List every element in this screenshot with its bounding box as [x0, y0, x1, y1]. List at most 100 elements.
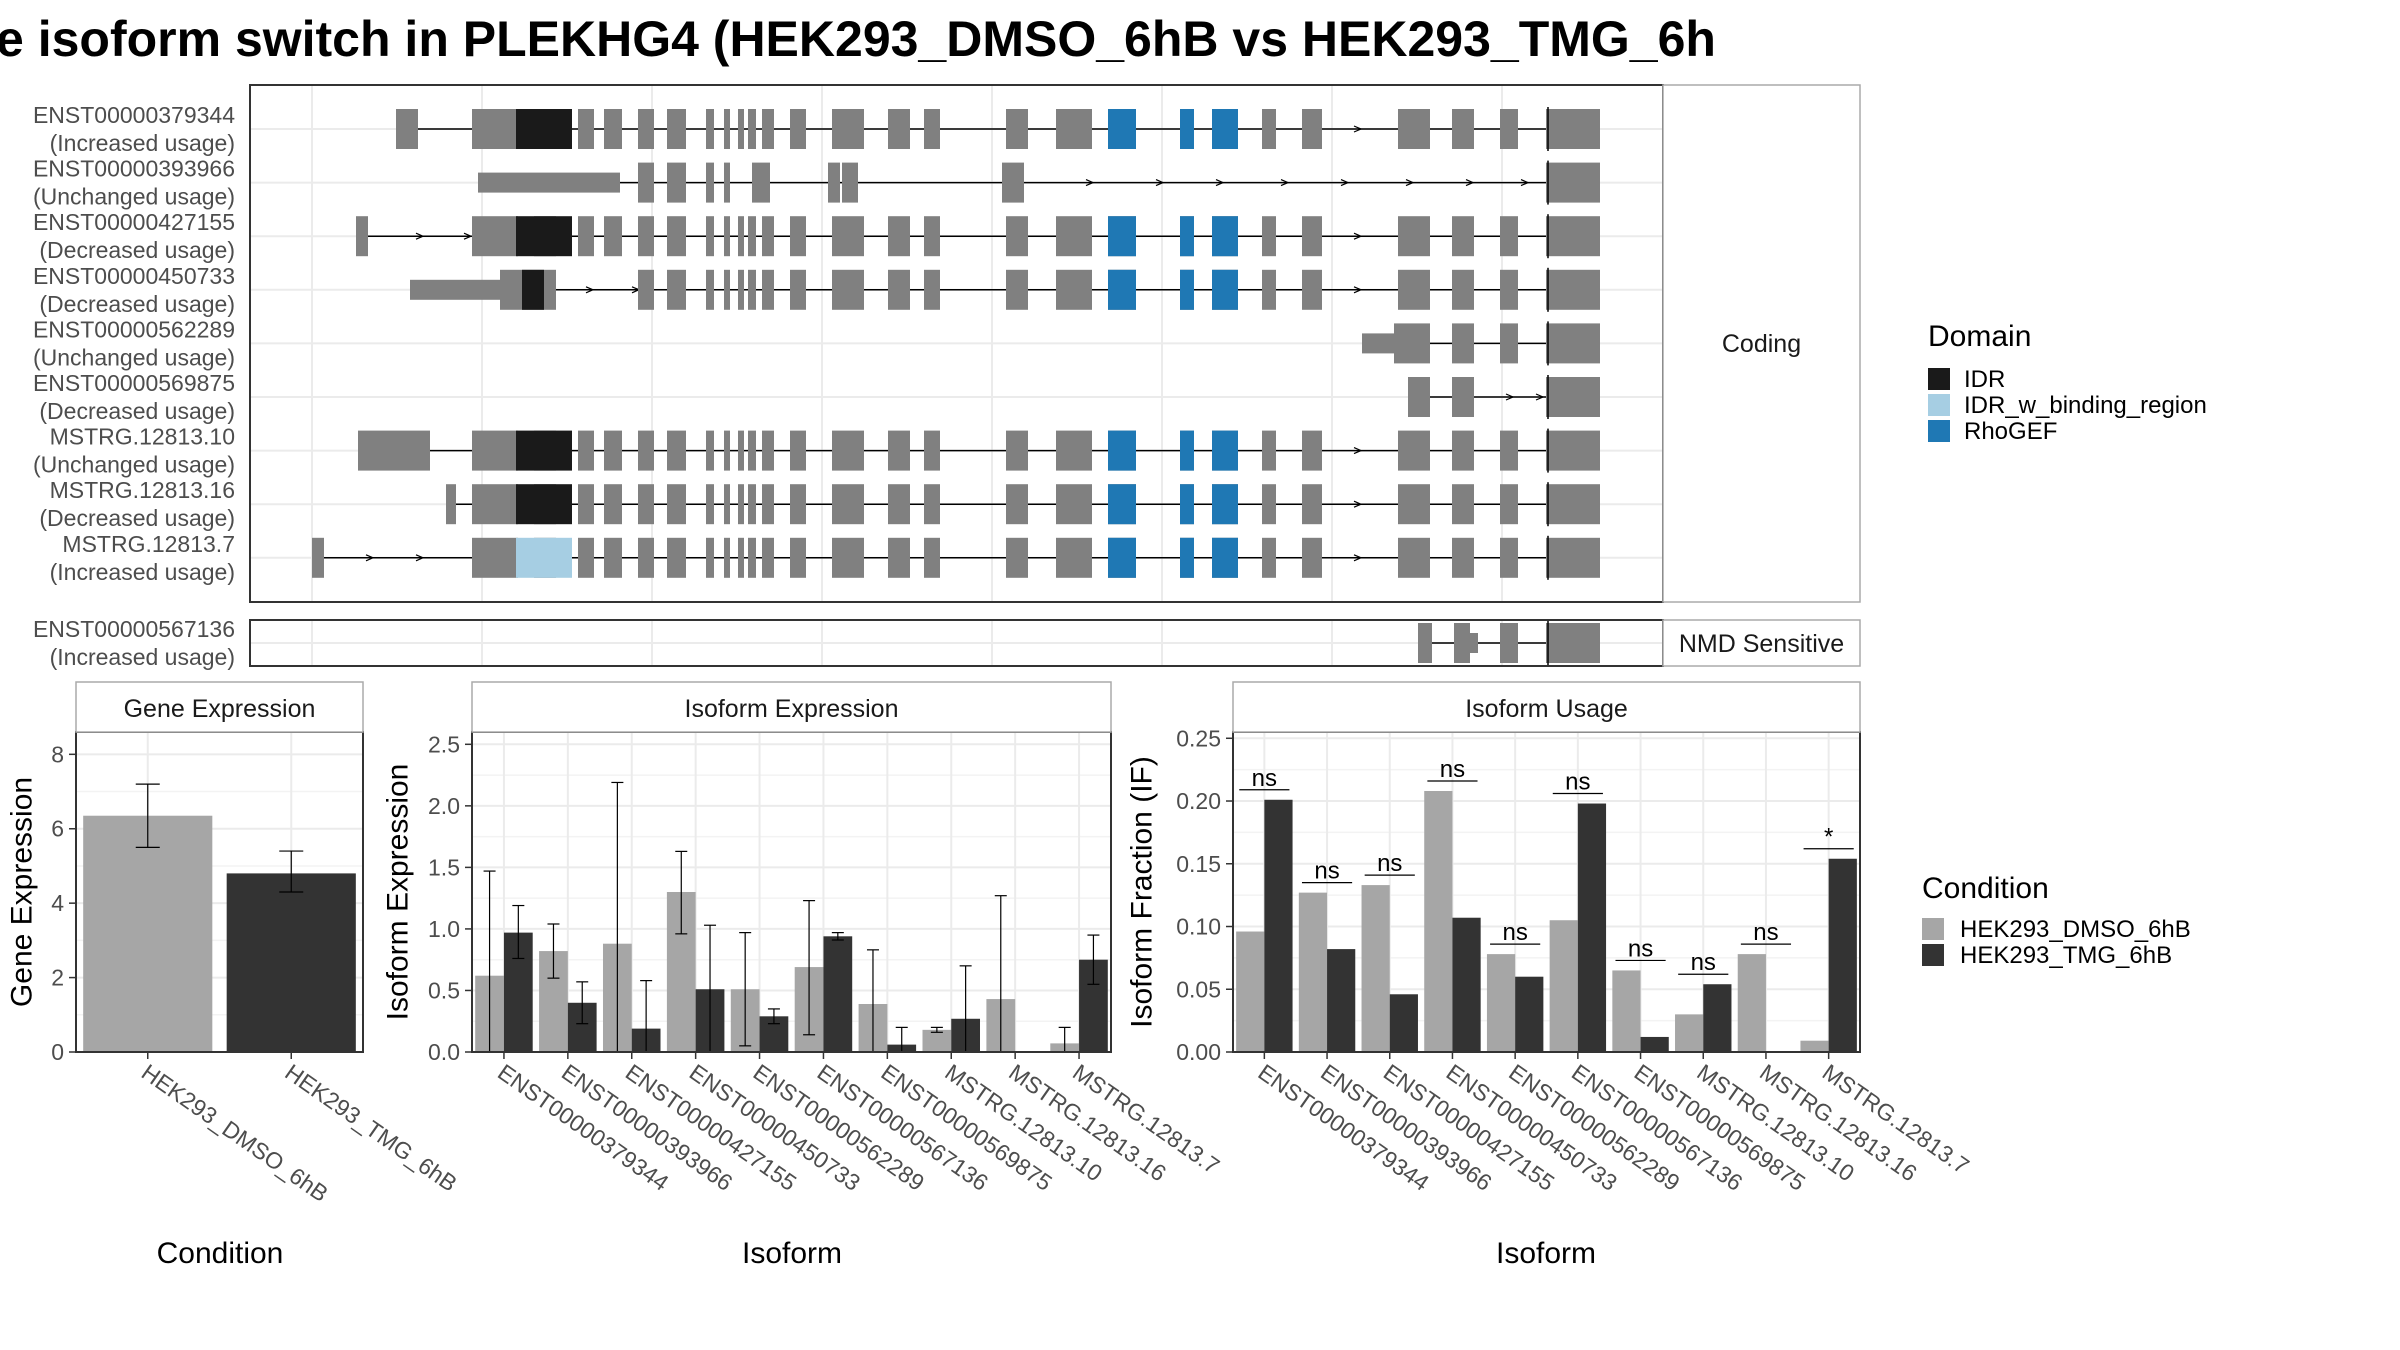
- exon: [667, 162, 686, 203]
- exon: [790, 269, 806, 310]
- exon: [1546, 162, 1600, 203]
- exon: [1500, 109, 1518, 149]
- bar-HEK293_TMG_6hB: [1264, 799, 1293, 1052]
- exon: [472, 109, 500, 149]
- exon: [738, 269, 744, 310]
- exon: [1552, 377, 1600, 417]
- strand-arrow: [1353, 286, 1363, 294]
- transcript-MSTRG.12813.16: [446, 482, 1600, 527]
- exon: [1398, 109, 1430, 149]
- strand-arrow: [415, 554, 425, 562]
- domain-legend-key-IDR: [1928, 368, 1950, 390]
- strand-arrow: [1340, 179, 1350, 187]
- transcript-id-label: ENST00000567136: [33, 616, 235, 642]
- exon: [1262, 269, 1276, 310]
- exon: [410, 279, 500, 300]
- exon: [1302, 430, 1322, 471]
- transcript-id-label: ENST00000427155: [33, 209, 235, 235]
- exon: [832, 537, 864, 578]
- y-tick-label: 8: [51, 741, 64, 767]
- exon: [762, 537, 774, 578]
- domain-RhoGEF: [1212, 537, 1238, 578]
- exon: [762, 269, 774, 310]
- transcript-usage-label: (Unchanged usage): [33, 344, 235, 370]
- exon: [888, 216, 910, 257]
- exon: [1546, 323, 1600, 364]
- exon: [1500, 269, 1518, 310]
- exon: [1302, 484, 1322, 525]
- strand-arrow: [1535, 393, 1545, 401]
- transcript-id-label: ENST00000393966: [33, 156, 235, 182]
- bar-HEK293_TMG_6hB: [1640, 1036, 1669, 1052]
- bar-HEK293_DMSO_6hB: [1298, 892, 1328, 1052]
- exon: [1546, 377, 1552, 417]
- exon: [500, 430, 518, 471]
- exon: [1470, 633, 1478, 653]
- exon: [762, 430, 774, 471]
- y-tick-label: 0.00: [1176, 1039, 1221, 1065]
- exon: [472, 537, 500, 578]
- y-tick-label: 0.20: [1176, 788, 1221, 814]
- exon: [1500, 216, 1518, 257]
- bar-HEK293_DMSO_6hB: [1800, 1040, 1829, 1052]
- x-axis-title: Isoform: [742, 1237, 842, 1270]
- y-tick-label: 0.25: [1176, 725, 1221, 751]
- significance-label: ns: [1502, 919, 1527, 946]
- strand-arrow: [585, 286, 595, 294]
- exon: [924, 430, 940, 471]
- exon: [738, 537, 744, 578]
- bar-HEK293_DMSO_6hB: [1612, 970, 1641, 1052]
- exon: [790, 430, 806, 471]
- bar-HEK293_DMSO_6hB: [1486, 954, 1516, 1052]
- transcript-id-label: ENST00000450733: [33, 263, 235, 289]
- exon: [724, 430, 730, 471]
- facet-label-coding: Coding: [1722, 330, 1801, 358]
- exon: [724, 109, 730, 149]
- exon: [888, 484, 910, 525]
- exon: [638, 430, 654, 471]
- exon: [924, 537, 940, 578]
- strip: [75, 681, 364, 733]
- strand-arrow: [1353, 500, 1363, 508]
- exon: [1500, 623, 1518, 663]
- exon: [1500, 484, 1518, 525]
- bar-HEK293_DMSO_6hB: [1361, 885, 1390, 1052]
- exon: [604, 537, 622, 578]
- transcript-usage-label: (Increased usage): [50, 130, 235, 156]
- significance-label: ns: [1753, 919, 1778, 946]
- exon: [1452, 269, 1474, 310]
- bar-HEK293_TMG_6hB: [823, 936, 853, 1052]
- exon: [396, 109, 418, 149]
- exon: [1006, 109, 1028, 149]
- exon: [748, 484, 756, 525]
- transcript-usage-label: (Unchanged usage): [33, 184, 235, 210]
- domain-RhoGEF: [1212, 269, 1238, 310]
- exon: [578, 484, 594, 525]
- exon: [748, 109, 756, 149]
- exon: [790, 109, 806, 149]
- exon: [1454, 623, 1470, 663]
- exon: [790, 484, 806, 525]
- exon: [667, 537, 686, 578]
- exon: [312, 537, 324, 578]
- domain-RhoGEF: [1108, 269, 1136, 310]
- strip: [1232, 681, 1861, 733]
- exon: [358, 430, 430, 471]
- strand-arrow: [1405, 179, 1415, 187]
- exon: [604, 109, 622, 149]
- transcript-id-label: ENST00000379344: [33, 102, 235, 128]
- significance-label: ns: [1377, 850, 1402, 877]
- domain-IDR_w_binding_region: [516, 537, 572, 578]
- domain-legend-label: IDR_w_binding_region: [1964, 392, 2207, 419]
- y-tick-label: 0.10: [1176, 914, 1221, 940]
- transcript-ENST00000427155: [356, 214, 1600, 259]
- exon: [1006, 216, 1028, 257]
- transcript-usage-label: (Decreased usage): [39, 398, 235, 424]
- exon: [888, 269, 910, 310]
- transcript-MSTRG.12813.7: [312, 535, 1600, 580]
- bar-HEK293_DMSO_6hB: [922, 1029, 952, 1052]
- y-axis-title: Gene Expression: [6, 777, 39, 1007]
- transcript-id-label: MSTRG.12813.7: [62, 531, 235, 557]
- bar-HEK293_DMSO_6hB: [83, 815, 213, 1052]
